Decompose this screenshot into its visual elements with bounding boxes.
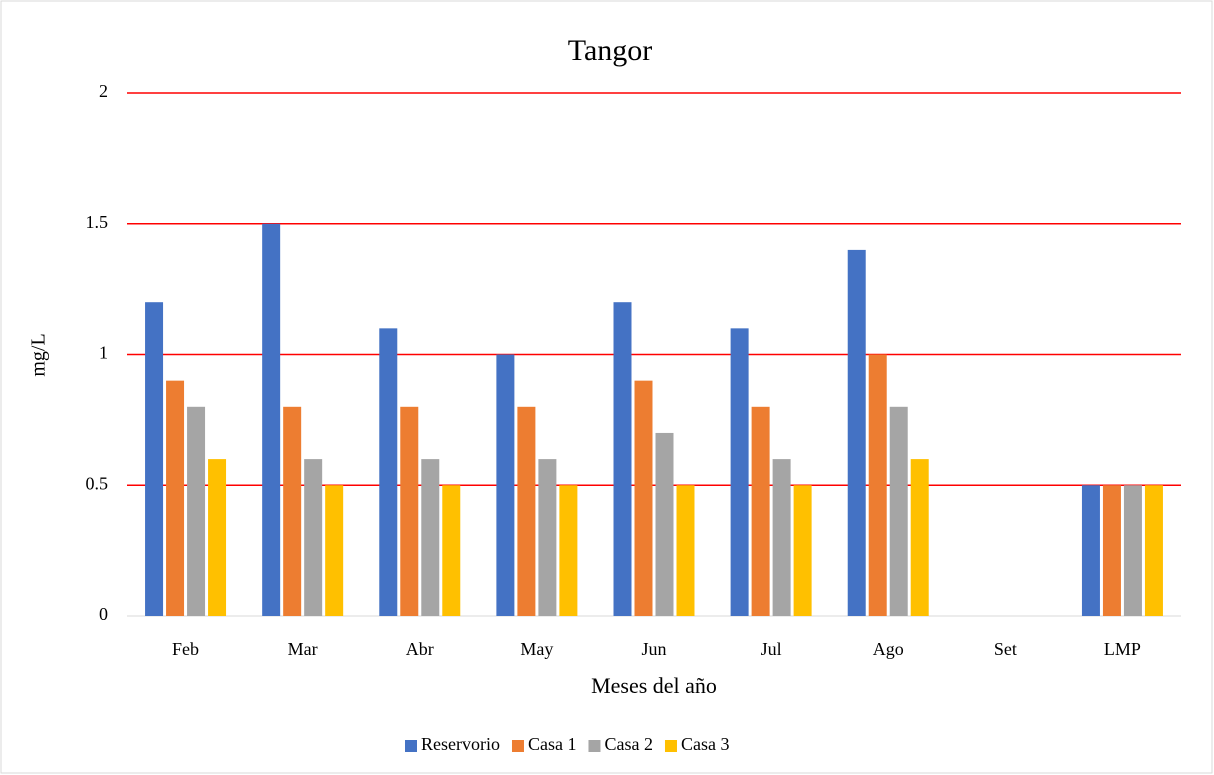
x-axis-title: Meses del año [591,673,717,698]
bar [655,432,674,616]
bar [910,459,929,616]
bar [379,328,398,616]
legend-label: Reservorio [421,734,500,754]
bar [889,406,908,616]
legend-swatch [588,740,601,752]
x-tick-label: Mar [288,639,318,659]
x-tick-label: Jun [641,639,666,659]
bar [283,406,302,616]
legend-label: Casa 1 [528,734,577,754]
x-tick-label: Ago [873,639,904,659]
bar [847,249,866,616]
x-tick-label: Abr [406,639,434,659]
x-tick-label: Set [994,639,1017,659]
y-axis-title: mg/L [28,333,50,376]
bar [676,485,695,616]
bar [496,354,515,616]
bar [772,459,791,616]
y-tick-label: 0.5 [86,473,109,493]
legend-label: Casa 3 [681,734,730,754]
bar [634,380,653,616]
bar [1123,485,1142,616]
bar [751,406,770,616]
y-tick-label: 2 [99,81,108,101]
bar [613,302,632,616]
legend-label: Casa 2 [604,734,653,754]
bar [1102,485,1121,616]
x-tick-label: Feb [172,639,199,659]
bar [559,485,578,616]
bar [868,354,887,616]
y-tick-label: 0 [99,604,108,624]
bar [793,485,812,616]
bar [1081,485,1100,616]
bar [262,223,281,616]
bar [208,459,227,616]
bar [325,485,344,616]
bar [442,485,461,616]
bar [145,302,164,616]
bar [517,406,536,616]
legend-swatch [511,740,524,752]
bar [730,328,749,616]
y-tick-label: 1.5 [86,212,109,232]
bar [304,459,323,616]
bar [187,406,206,616]
legend-swatch [664,740,677,752]
x-tick-label: May [520,639,553,659]
bar [538,459,557,616]
bar [421,459,440,616]
x-tick-label: LMP [1104,639,1141,659]
bar [400,406,419,616]
chart-title: Tangor [568,34,653,67]
bar [166,380,185,616]
x-tick-label: Jul [761,639,782,659]
bar [1144,485,1163,616]
y-tick-label: 1 [99,343,108,363]
legend-swatch [405,740,417,752]
